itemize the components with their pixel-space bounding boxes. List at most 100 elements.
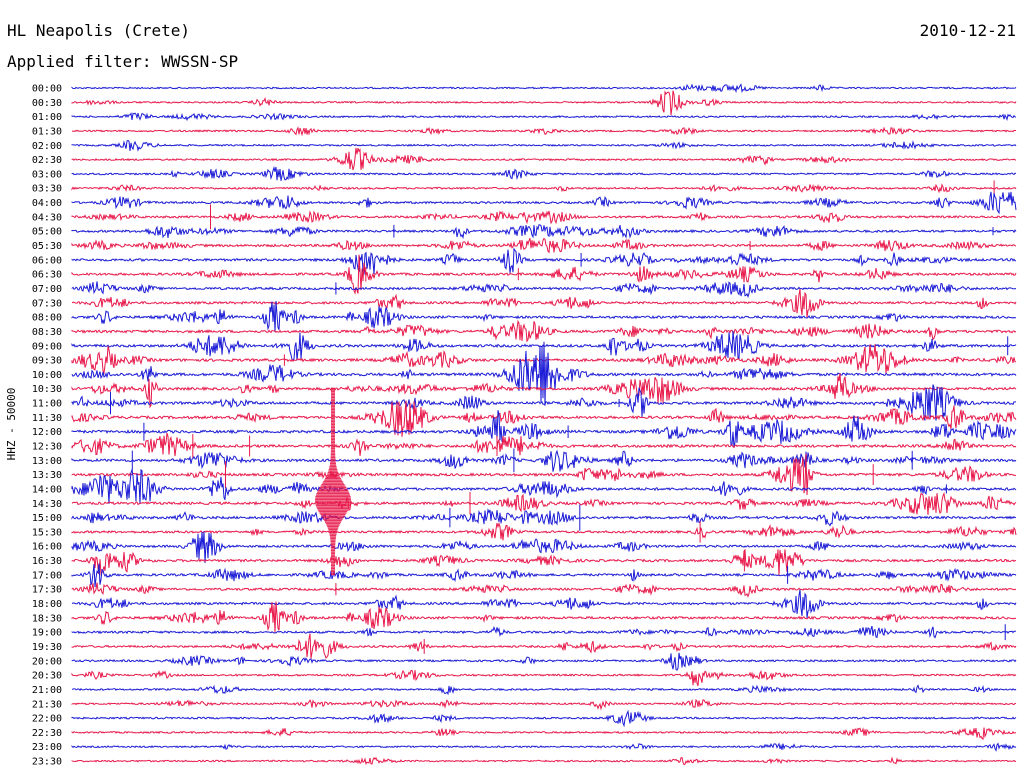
row-time-label: 08:00	[32, 313, 62, 324]
trace-line	[71, 254, 1017, 295]
row-time-label: 10:30	[32, 384, 62, 395]
row-time-label: 09:30	[32, 356, 62, 367]
row-time-label: 06:00	[32, 255, 62, 266]
row-time-label: 16:30	[32, 556, 62, 567]
trace-line	[71, 191, 1017, 215]
row-time-label: 23:30	[32, 757, 62, 768]
row-time-label: 12:30	[32, 442, 62, 453]
trace-line	[71, 83, 1017, 94]
row-time-label: 14:00	[32, 484, 62, 495]
trace-line	[71, 210, 1017, 225]
trace-line	[71, 491, 1017, 515]
trace-line	[71, 582, 1017, 598]
row-time-label: 15:30	[32, 527, 62, 538]
major-event-trace	[315, 388, 351, 576]
row-time-label: 07:00	[32, 284, 62, 295]
row-time-label: 05:00	[32, 227, 62, 238]
row-time-label: 20:00	[32, 656, 62, 667]
trace-rows: 00:00 00:30 01:00 01:30 02:00 02:30 03:00 03:30…	[32, 83, 1017, 768]
trace-line	[71, 90, 1017, 116]
trace-line	[71, 373, 1017, 409]
trace-line	[71, 742, 1017, 752]
row-time-label: 14:30	[32, 499, 62, 510]
row-time-label: 04:00	[32, 198, 62, 209]
trace-line	[71, 453, 1017, 496]
row-time-label: 05:30	[32, 241, 62, 252]
trace-line	[71, 341, 1017, 406]
row-time-label: 03:00	[32, 169, 62, 180]
row-time-label: 09:00	[32, 341, 62, 352]
trace-line	[71, 601, 1017, 633]
trace-line	[71, 563, 1017, 588]
row-time-label: 13:30	[32, 470, 62, 481]
row-time-label: 22:00	[32, 714, 62, 725]
row-time-label: 08:30	[32, 327, 62, 338]
trace-line	[71, 126, 1016, 137]
trace-line	[71, 147, 1017, 171]
trace-line	[71, 432, 1017, 457]
station-title: HL Neapolis (Crete)	[7, 21, 190, 40]
trace-line	[71, 410, 1017, 448]
trace-line	[71, 684, 1017, 696]
row-time-label: 15:00	[32, 513, 62, 524]
trace-line	[71, 727, 1017, 741]
trace-line	[71, 300, 1017, 333]
trace-line	[71, 589, 1017, 618]
row-time-label: 11:30	[32, 413, 62, 424]
row-time-label: 00:00	[32, 84, 62, 95]
trace-line	[71, 183, 1017, 194]
trace-line	[71, 289, 1017, 318]
trace-line	[71, 669, 1017, 687]
trace-line	[71, 319, 1017, 343]
trace-line	[71, 112, 1017, 122]
row-time-label: 10:00	[32, 370, 62, 381]
trace-line	[71, 224, 1017, 240]
trace-line	[71, 625, 1017, 639]
trace-line	[71, 507, 1017, 527]
row-time-label: 03:30	[32, 184, 62, 195]
date-label: 2010-12-21	[920, 21, 1016, 40]
row-time-label: 18:00	[32, 599, 62, 610]
row-time-label: 11:00	[32, 399, 62, 410]
trace-line	[71, 531, 1017, 564]
trace-line	[71, 384, 1017, 421]
row-time-label: 21:00	[32, 685, 62, 696]
trace-line	[71, 139, 1017, 152]
trace-line	[71, 281, 1017, 299]
row-time-label: 02:00	[32, 141, 62, 152]
row-time-label: 06:30	[32, 270, 62, 281]
trace-line	[71, 548, 1017, 576]
trace-line	[71, 237, 1017, 254]
row-time-label: 19:30	[32, 642, 62, 653]
row-time-label: 18:30	[32, 613, 62, 624]
row-time-label: 01:30	[32, 126, 62, 137]
row-time-label: 16:00	[32, 542, 62, 553]
row-time-label: 20:30	[32, 671, 62, 682]
filter-label: Applied filter: WWSSN-SP	[7, 52, 238, 71]
trace-line	[71, 652, 1017, 671]
row-time-label: 01:00	[32, 112, 62, 123]
row-time-label: 19:00	[32, 628, 62, 639]
trace-line	[71, 449, 1017, 472]
row-time-label: 17:30	[32, 585, 62, 596]
row-time-label: 07:30	[32, 298, 62, 309]
trace-line	[71, 633, 1017, 659]
trace-line	[71, 468, 1017, 504]
trace-line	[71, 521, 1017, 541]
row-time-label: 04:30	[32, 212, 62, 223]
row-time-label: 22:30	[32, 728, 62, 739]
trace-line	[71, 165, 1017, 181]
row-time-label: 23:00	[32, 742, 62, 753]
y-axis-label: HHZ - 50000	[5, 388, 18, 461]
trace-line	[71, 698, 1017, 711]
trace-line	[71, 709, 1017, 728]
row-time-label: 00:30	[32, 98, 62, 109]
trace-line	[71, 756, 1017, 766]
row-time-label: 02:30	[32, 155, 62, 166]
row-time-label: 12:00	[32, 427, 62, 438]
trace-line	[71, 247, 1016, 276]
row-time-label: 21:30	[32, 699, 62, 710]
row-time-label: 17:00	[32, 570, 62, 581]
row-time-label: 13:00	[32, 456, 62, 467]
